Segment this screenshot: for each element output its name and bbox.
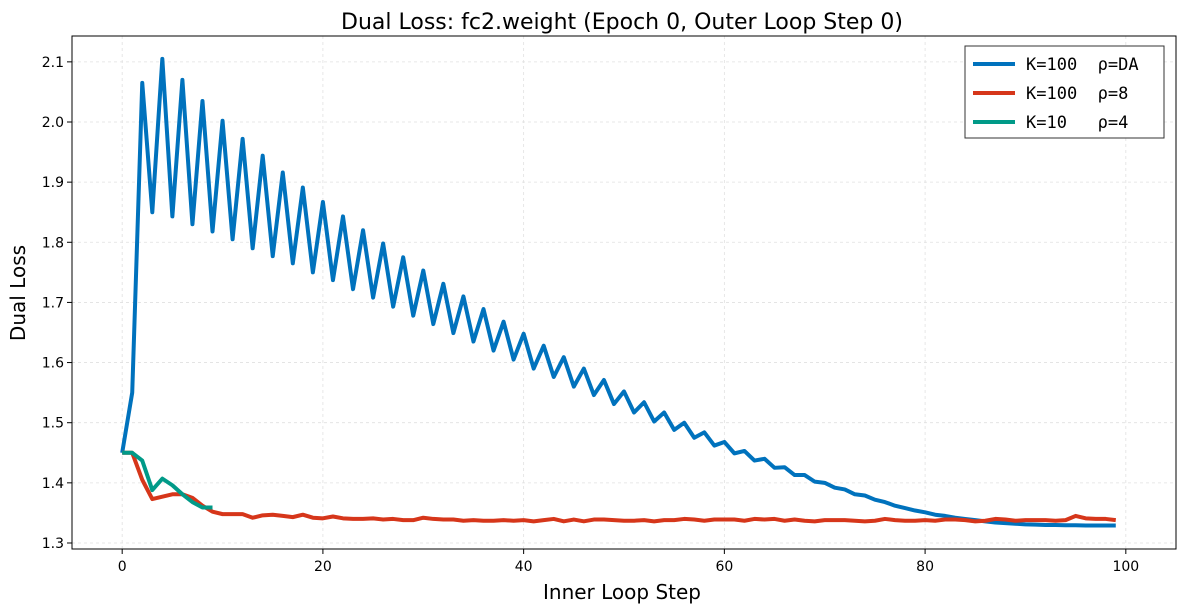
x-axis-label: Inner Loop Step (543, 580, 701, 604)
legend-label: K=100 ρ=8 (1026, 84, 1128, 104)
legend-label: K=10 ρ=4 (1026, 113, 1128, 133)
series-line-0 (120, 56, 1116, 528)
y-tick-label: 1.4 (42, 476, 64, 492)
y-tick-label: 1.3 (42, 536, 64, 552)
y-axis-label: Dual Loss (6, 245, 30, 341)
x-tick-label: 20 (314, 559, 332, 575)
y-tick-label: 1.5 (42, 416, 64, 432)
chart-title: Dual Loss: fc2.weight (Epoch 0, Outer Lo… (341, 10, 903, 35)
y-tick-label: 1.6 (42, 356, 64, 372)
y-tick-label: 2.0 (42, 115, 64, 131)
y-tick-label: 1.9 (42, 175, 64, 191)
x-tick-label: 100 (1112, 559, 1139, 575)
series-line-2 (122, 450, 213, 510)
x-tick-label: 80 (916, 559, 934, 575)
y-tick-label: 1.8 (42, 235, 64, 251)
plot-frame (71, 35, 1177, 550)
x-tick-label: 60 (715, 559, 733, 575)
x-tick-label: 0 (118, 559, 127, 575)
legend-label: K=100 ρ=DA (1026, 55, 1139, 75)
x-tick-label: 40 (515, 559, 533, 575)
y-tick-label: 2.1 (42, 55, 64, 71)
series-line-1 (122, 450, 1117, 524)
legend: K=100 ρ=DA K=100 ρ=8 K=10 ρ=4 (964, 45, 1165, 139)
y-tick-label: 1.7 (42, 295, 64, 311)
